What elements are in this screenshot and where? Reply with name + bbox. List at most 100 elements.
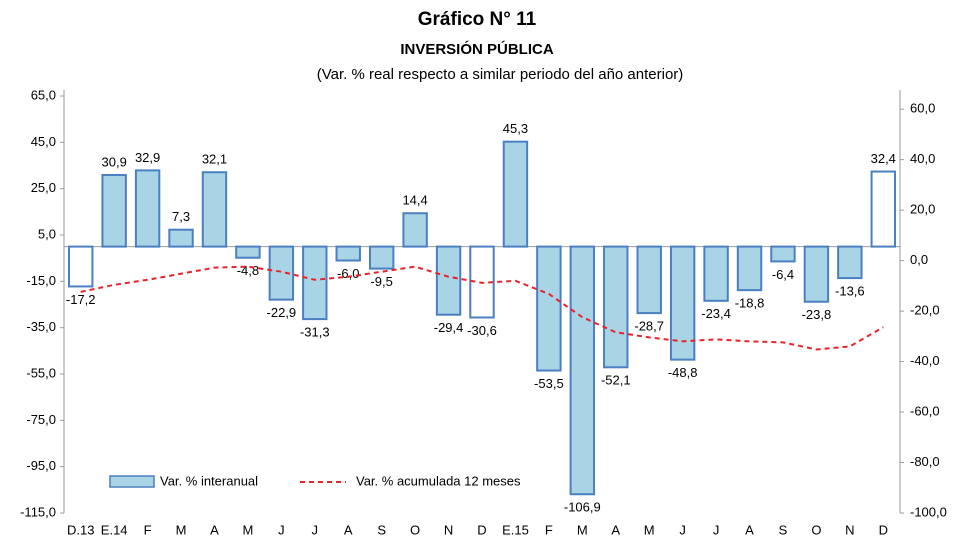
x-tick-label: M <box>242 522 253 537</box>
x-tick-label: N <box>845 522 854 537</box>
x-tick-label: D <box>477 522 486 537</box>
y-tick-label: -35,0 <box>26 319 56 334</box>
value-label: -23,8 <box>802 307 832 322</box>
y-tick-label: 45,0 <box>31 134 56 149</box>
value-label: -106,9 <box>564 500 601 515</box>
value-label: -6,0 <box>337 266 359 281</box>
value-label: -30,6 <box>467 323 497 338</box>
bar <box>502 140 529 248</box>
value-label: -9,5 <box>370 274 392 289</box>
legend-label: Var. % acumulada 12 meses <box>356 473 521 488</box>
value-label: 32,1 <box>202 152 227 167</box>
value-label: -17,2 <box>66 292 96 307</box>
y-tick-label: -55,0 <box>26 365 56 380</box>
bar <box>435 245 462 316</box>
x-tick-label: J <box>679 522 686 537</box>
value-label: 45,3 <box>503 121 528 136</box>
x-tick-label: D <box>879 522 888 537</box>
bar <box>569 245 596 496</box>
x-tick-label: O <box>410 522 420 537</box>
x-tick-label: E.15 <box>502 522 529 537</box>
y-tick-label: 25,0 <box>31 180 56 195</box>
value-label: 30,9 <box>102 154 127 169</box>
x-tick-label: N <box>444 522 453 537</box>
bar <box>368 245 395 270</box>
value-label: -31,3 <box>300 325 330 340</box>
x-tick-label: S <box>779 522 788 537</box>
y-tick-label: -115,0 <box>20 504 56 519</box>
bar <box>268 245 295 301</box>
value-label: -13,6 <box>835 284 865 299</box>
y-tick-label: -75,0 <box>26 412 56 427</box>
value-label: -52,1 <box>601 373 631 388</box>
line <box>80 265 884 351</box>
bar <box>669 245 696 361</box>
y2-tick-label: -20,0 <box>910 303 940 318</box>
bar <box>837 245 863 280</box>
x-tick-label: A <box>611 522 620 537</box>
y2-tick-label: 0,0 <box>910 252 928 267</box>
bar <box>201 171 228 248</box>
value-label: -18,8 <box>735 296 765 311</box>
y2-tick-label: -80,0 <box>910 454 940 469</box>
x-tick-label: A <box>745 522 754 537</box>
value-label: -29,4 <box>434 320 464 335</box>
value-label: -48,8 <box>668 365 698 380</box>
bar <box>335 245 361 262</box>
x-tick-label: E.14 <box>101 522 128 537</box>
bar <box>101 174 127 248</box>
chart-note: (Var. % real respecto a similar periodo … <box>317 66 684 83</box>
bar <box>68 245 94 288</box>
bar <box>235 245 261 259</box>
chart-title: Gráfico N° 11 <box>418 9 537 30</box>
bar <box>870 170 896 248</box>
value-label: -28,7 <box>634 319 664 334</box>
value-label: -53,5 <box>534 376 564 391</box>
x-tick-label: S <box>377 522 386 537</box>
x-tick-label: F <box>144 522 152 537</box>
bar <box>536 245 562 372</box>
value-label: 32,9 <box>135 150 160 165</box>
y2-tick-label: -40,0 <box>910 353 940 368</box>
y2-tick-label: 40,0 <box>910 151 935 166</box>
y2-tick-label: 60,0 <box>910 101 935 116</box>
x-tick-label: F <box>545 522 553 537</box>
x-tick-label: D.13 <box>67 522 94 537</box>
y2-tick-label: -100,0 <box>910 504 947 519</box>
bar <box>302 245 328 321</box>
bar <box>603 245 629 369</box>
x-tick-label: J <box>278 522 285 537</box>
bar <box>636 245 662 315</box>
x-tick-label: J <box>713 522 720 537</box>
x-tick-label: M <box>577 522 588 537</box>
bar <box>770 245 796 263</box>
y-tick-label: -95,0 <box>26 458 56 473</box>
value-label: 7,3 <box>172 209 190 224</box>
value-label: -6,4 <box>772 267 794 282</box>
legend-label: Var. % interanual <box>160 473 258 488</box>
value-label: -22,9 <box>267 305 297 320</box>
x-tick-label: J <box>312 522 319 537</box>
value-label: -23,4 <box>701 306 731 321</box>
bar <box>736 245 763 292</box>
x-tick-label: A <box>344 522 353 537</box>
bar <box>168 228 194 248</box>
bar <box>134 169 161 248</box>
value-label: -4,8 <box>237 263 259 278</box>
y-tick-label: 65,0 <box>31 87 56 102</box>
chart-subtitle: INVERSIÓN PÚBLICA <box>400 40 554 58</box>
x-tick-label: A <box>210 522 219 537</box>
value-label: 14,4 <box>402 193 427 208</box>
value-label: 32,4 <box>871 151 896 166</box>
bar <box>402 212 428 248</box>
legend-swatch <box>109 475 155 488</box>
y2-tick-label: -60,0 <box>910 403 940 418</box>
bar <box>803 245 830 303</box>
y-tick-label: -15,0 <box>26 273 56 288</box>
x-tick-label: M <box>176 522 187 537</box>
x-tick-label: M <box>644 522 655 537</box>
y-tick-label: 5,0 <box>38 226 56 241</box>
bar <box>703 245 729 302</box>
y2-tick-label: 20,0 <box>910 202 935 217</box>
